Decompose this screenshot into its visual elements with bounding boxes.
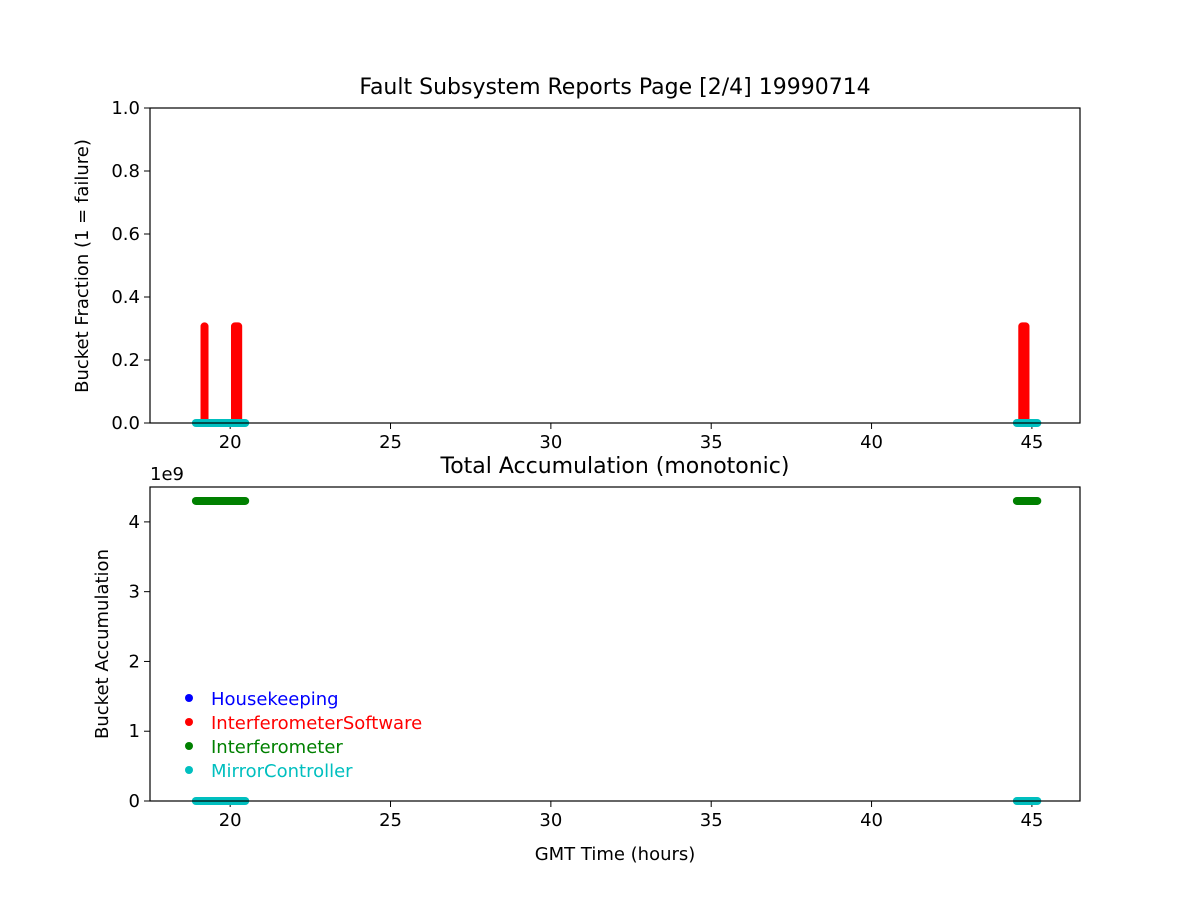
fraction-x-tick-label: 35 [700, 432, 723, 453]
legend-marker-interferometer [185, 742, 193, 750]
accumulation-x-tick-label: 30 [539, 810, 562, 831]
accumulation-x-tick-label: 20 [219, 810, 242, 831]
fraction-y-axis-label: Bucket Fraction (1 = failure) [72, 139, 93, 393]
data-mark-interferometer [1012, 496, 1042, 505]
fraction-panel: Fault Subsystem Reports Page [2/4] 19990… [72, 75, 1081, 453]
data-mark-interferometer [191, 496, 250, 505]
accumulation-x-tick-label: 25 [379, 810, 402, 831]
legend: Housekeeping InterferometerSoftware Interf… [185, 689, 422, 782]
accumulation-x-tick-label: 40 [860, 810, 883, 831]
legend-marker-mirrorcontroller [185, 766, 193, 774]
accumulation-y-tick-label: 4 [129, 512, 140, 533]
accumulation-y-axis-label: Bucket Accumulation [92, 549, 113, 739]
fraction-y-tick-label: 0.8 [111, 161, 140, 182]
accumulation-plot-frame [149, 486, 1081, 802]
accumulation-panel: Total Accumulation (monotonic) 1e9 Bucke… [92, 454, 1081, 865]
fraction-x-tick-label: 40 [860, 432, 883, 453]
legend-marker-interferometersoftware [185, 718, 193, 726]
data-mark-interferometersoftware [230, 322, 243, 423]
legend-label-interferometer: Interferometer [211, 737, 343, 758]
legend-label-mirrorcontroller: MirrorController [211, 761, 353, 782]
fraction-y-tick-label: 0.4 [111, 287, 140, 308]
fraction-x-tick-label: 20 [219, 432, 242, 453]
accumulation-y-tick-label: 2 [129, 651, 140, 672]
accumulation-x-tick-label: 45 [1020, 810, 1043, 831]
accumulation-y-tick-label: 3 [129, 582, 140, 603]
x-axis-label: GMT Time (hours) [535, 844, 696, 865]
fraction-chart-title: Fault Subsystem Reports Page [2/4] 19990… [359, 75, 870, 100]
data-mark-interferometersoftware [1018, 322, 1030, 423]
legend-label-interferometersoftware: InterferometerSoftware [211, 713, 422, 734]
data-mark-interferometersoftware [200, 322, 209, 423]
legend-marker-housekeeping [185, 694, 193, 702]
legend-label-housekeeping: Housekeeping [211, 689, 339, 710]
fraction-y-tick-label: 0.0 [111, 413, 140, 434]
accumulation-x-tick-label: 35 [700, 810, 723, 831]
accumulation-axis-ticks: 20 25 30 35 40 45 0 1 2 3 4 [129, 512, 1044, 831]
accumulation-data-marks [191, 496, 1042, 805]
fraction-plot-frame [149, 107, 1081, 424]
fraction-y-tick-label: 0.2 [111, 350, 140, 371]
accumulation-y-tick-label: 0 [129, 791, 140, 812]
fraction-axis-ticks: 20 25 30 35 40 45 0.0 0.2 0.4 0.6 0.8 1.0 [111, 98, 1043, 453]
accumulation-y-tick-label: 1 [129, 721, 140, 742]
fraction-x-tick-label: 25 [379, 432, 402, 453]
fraction-data-marks [191, 322, 1042, 427]
fraction-x-tick-label: 30 [539, 432, 562, 453]
accumulation-offset-text: 1e9 [150, 464, 184, 485]
fraction-y-tick-label: 1.0 [111, 98, 140, 119]
fraction-y-tick-label: 0.6 [111, 224, 140, 245]
fraction-x-tick-label: 45 [1020, 432, 1043, 453]
accumulation-chart-title: Total Accumulation (monotonic) [440, 454, 790, 479]
